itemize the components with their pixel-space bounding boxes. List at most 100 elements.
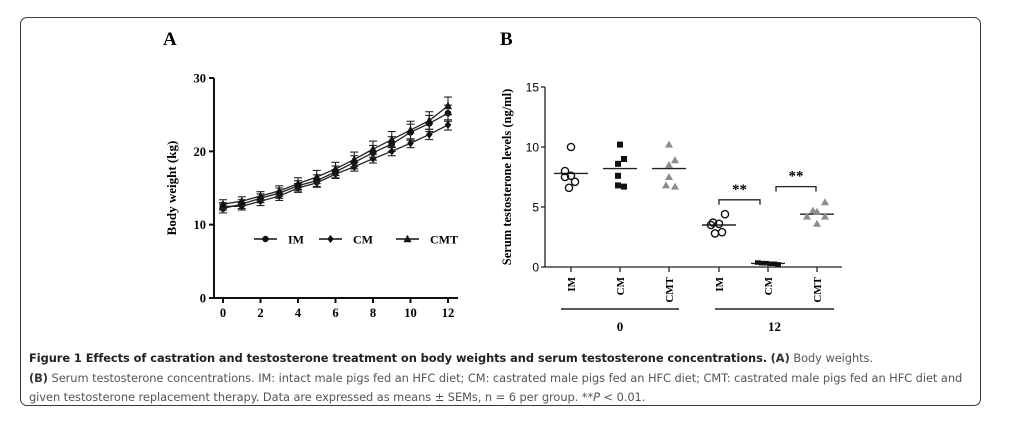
data-point [665,161,673,168]
caption-end: < 0.01. [599,390,646,404]
y-axis-label: Body weight (kg) [164,141,179,236]
significance-bracket [775,185,817,192]
data-point [621,183,627,190]
data-points [554,140,834,267]
group-12-cmt [800,198,834,227]
y-axis-label: Serum testosterone levels (ng/ml) [500,89,514,265]
marker-triangle [403,234,412,243]
marker-triangle [275,186,284,195]
figure-frame [20,17,981,406]
legend-label: IM [288,233,304,247]
x-tick-label: 4 [295,306,302,320]
caption-p: P [593,390,600,404]
group-12-cm [751,260,785,267]
caption-a-label: (A) [770,351,790,365]
caption-title: Figure 1 Effects of castration and testo… [29,351,768,365]
panel-a-label: A [163,29,177,50]
data-point [720,209,730,219]
data-point [560,172,570,182]
annotations: ** ** [718,169,817,205]
marker-diamond [388,147,396,156]
group-0-im [554,142,588,193]
y-tick-label: 30 [194,72,207,86]
data-point [706,220,716,230]
x-tick-label: CM [615,276,627,295]
data-point [755,260,761,265]
series-im [219,104,452,214]
group-0-cm [603,141,637,190]
data-point [560,166,570,176]
x-tick-label: 8 [370,306,376,320]
marker-triangle [406,125,415,134]
legend-item-im: IM [254,233,304,247]
x-tick-label: 0 [220,306,226,320]
data-point [617,141,623,148]
marker-triangle [425,116,434,124]
tick-labels: 0 10 20 30 0 2 4 6 8 10 12 [194,72,455,321]
y-tick-label: 10 [526,141,540,155]
data-point [775,262,781,267]
x-tick-label: 6 [332,306,338,320]
x-tick-label: 10 [404,306,417,320]
marker-triangle [443,101,453,110]
tick-labels: 0 5 10 15 IM CM CMT IM CM CMT 0 12 [526,81,824,335]
series-line [222,105,449,205]
caption-b-text: Serum testosterone concentrations. IM: i… [29,370,963,405]
data-point [615,160,621,167]
legend-item-cm: CM [319,233,373,247]
x-tick-label: CMT [812,276,824,302]
group-12-im [702,209,736,238]
significance-label: ** [789,169,804,185]
x-tick-label: 2 [257,306,263,320]
data-point [717,227,727,237]
data-point [767,261,773,266]
x-tick-label: CMT [664,276,676,302]
y-tick-label: 10 [194,218,207,232]
marker-diamond [425,130,433,139]
data-point [710,229,720,238]
data-point [564,183,574,193]
group-label: 0 [617,319,624,334]
panel-a: A Body weight (kg) 0 10 20 30 0 2 4 6 8 10 12 IM CM… [163,29,458,320]
significance-label: ** [732,182,747,198]
data-point [771,261,777,266]
legend-label: CM [353,233,373,247]
x-tick-label: IM [566,276,578,291]
marker-triangle [350,155,359,163]
series [218,96,453,214]
y-tick-label: 20 [194,145,207,159]
marker-diamond [407,139,414,148]
marker-triangle [293,179,303,187]
data-point [621,156,627,162]
data-point [570,177,580,187]
marker-diamond [444,120,452,130]
data-point [763,260,769,266]
y-tick-label: 0 [200,292,206,306]
legend-item-cmt: CMT [396,233,458,247]
marker-triangle [237,196,246,205]
data-point [566,142,576,152]
marker-triangle [312,172,321,181]
data-point [821,198,829,206]
figure-caption: Figure 1 Effects of castration and testo… [29,349,979,408]
series-cmt [218,96,453,210]
data-point [615,172,621,179]
caption-b-label: (B) [29,370,48,385]
group-label: 12 [768,319,781,334]
panel-b-label: B [500,29,513,50]
group-0-cmt [652,140,686,190]
significance-bracket [718,199,761,205]
caption-a-text: Body weights. [793,351,873,365]
marker-triangle [368,144,378,153]
marker-triangle [256,191,265,200]
panel-b: B Serum testosterone levels (ng/ml) 0 5 10… [500,29,842,334]
data-point [759,260,765,266]
data-point [813,219,821,227]
marker-diamond [369,154,377,163]
x-tick-label: 12 [442,306,455,320]
y-tick-label: 0 [532,261,539,275]
marker-circle [262,235,269,243]
data-point [615,182,621,189]
marker-triangle [387,135,396,143]
